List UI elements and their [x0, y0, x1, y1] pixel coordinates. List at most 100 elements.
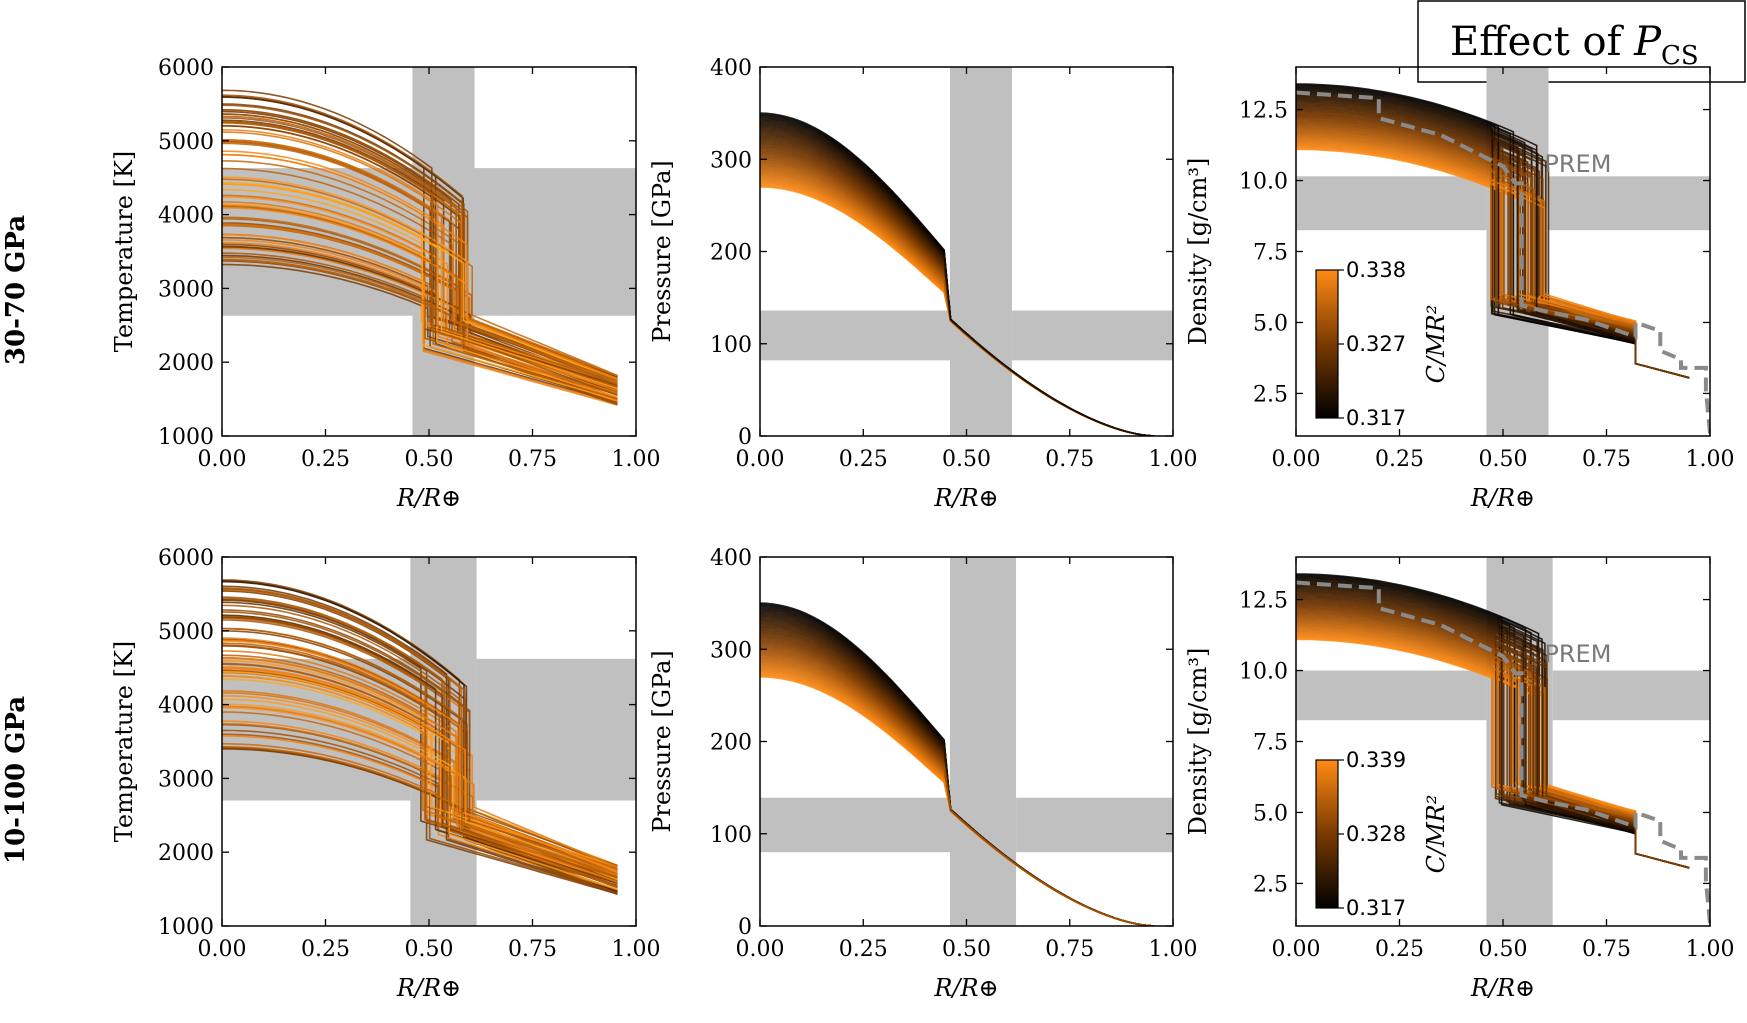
y-tick-label: 300	[710, 638, 752, 663]
density-curve	[1296, 600, 1690, 869]
temperature-curve	[222, 666, 618, 873]
temperature-curve	[222, 256, 618, 400]
colorbar-label: C/MR²	[1422, 795, 1450, 874]
x-tick-label: 0.00	[736, 447, 785, 472]
x-tick-label: 0.75	[1582, 937, 1631, 962]
density-curve	[1296, 113, 1690, 379]
density-curve	[1296, 95, 1690, 379]
density-curve	[1296, 596, 1690, 869]
density-curve	[1296, 145, 1690, 379]
density-curve	[1296, 140, 1690, 379]
density-curve	[1296, 632, 1690, 869]
x-tick-label: 0.25	[839, 447, 888, 472]
density-curve	[1296, 99, 1690, 379]
y-tick-label: 100	[710, 823, 752, 848]
temperature-curve	[222, 115, 618, 382]
temperature-curve	[222, 597, 618, 878]
density-curve	[1296, 85, 1690, 379]
temperature-curve	[222, 585, 618, 895]
density-curve	[1296, 106, 1690, 379]
density-curve	[1296, 129, 1690, 379]
density-curve	[1296, 595, 1690, 869]
density-curve	[1296, 626, 1690, 869]
density-curve	[1296, 134, 1690, 379]
y-tick-label: 4000	[158, 204, 214, 229]
prem-line	[1296, 90, 1710, 434]
temperature-curve	[222, 109, 618, 386]
x-tick-label: 0.50	[1479, 447, 1528, 472]
shade-band-horizontal-right	[1011, 310, 1173, 361]
model-curves	[760, 112, 1155, 436]
density-curve	[1296, 579, 1690, 869]
temperature-curve	[222, 599, 618, 895]
prem-label: PREM	[1544, 640, 1611, 668]
shade-band-horizontal-right	[476, 658, 636, 801]
model-curves	[760, 602, 1155, 926]
density-curve	[1296, 130, 1690, 379]
density-curve	[1296, 621, 1690, 869]
temperature-curve	[222, 153, 618, 380]
temperature-curve	[222, 242, 618, 406]
temperature-curve	[222, 183, 618, 390]
y-axis-label: Pressure [GPa]	[648, 160, 676, 343]
colorbar-tick-label: 0.317	[1346, 406, 1406, 430]
x-axis-label: R/R⊕	[933, 484, 998, 512]
y-tick-label: 400	[710, 56, 752, 81]
temperature-curve	[222, 614, 618, 887]
density-curve	[1296, 125, 1690, 379]
x-tick-label: 1.00	[1686, 937, 1735, 962]
x-axis-label: R/R⊕	[396, 484, 461, 512]
y-axis-label: Density [g/cm³]	[1184, 648, 1212, 836]
density-curve	[1296, 631, 1690, 869]
x-tick-label: 0.25	[839, 937, 888, 962]
y-axis-label: Density [g/cm³]	[1184, 158, 1212, 346]
temperature-curve	[222, 588, 618, 867]
density-curve	[1296, 140, 1690, 379]
density-curve	[1296, 590, 1690, 869]
density-curve	[1296, 606, 1690, 869]
shade-band-horizontal-right	[474, 168, 636, 316]
y-tick-label: 6000	[158, 546, 214, 571]
y-tick-label: 200	[710, 241, 752, 266]
x-tick-label: 1.00	[1149, 447, 1198, 472]
temperature-curve	[222, 743, 618, 876]
x-tick-label: 0.75	[1045, 447, 1094, 472]
density-curve	[1296, 100, 1690, 379]
temperature-curve	[222, 675, 618, 868]
panel-density-bottom: PREM 0.00 0.25 0.50 0.75 1.00 R/R⊕ 2.5 5.0 7.5 10.…	[1184, 556, 1735, 1002]
density-curve	[1296, 577, 1690, 869]
panel-temperature-bottom: 0.00 0.25 0.50 0.75 1.00 R/R⊕ 1000 2000 3000 4000…	[110, 546, 660, 1002]
x-tick-label: 0.75	[508, 937, 557, 962]
density-curve	[1296, 583, 1690, 869]
density-curve	[1296, 636, 1690, 869]
shade-band-horizontal-right	[1016, 797, 1173, 853]
shade-band-horizontal-left	[1296, 670, 1487, 721]
model-curves	[222, 89, 618, 406]
x-tick-label: 0.25	[301, 447, 350, 472]
x-axis-label: R/R⊕	[933, 974, 998, 1002]
y-tick-label: 2000	[158, 841, 214, 866]
x-axis-label: R/R⊕	[1470, 974, 1535, 1002]
figure-title-box: Effect of PCS	[1417, 0, 1746, 83]
density-curve	[1296, 615, 1690, 869]
density-curve	[1296, 599, 1690, 869]
y-tick-label: 5000	[158, 130, 214, 155]
x-tick-label: 0.00	[1272, 447, 1321, 472]
y-tick-label: 6000	[158, 56, 214, 81]
density-curve	[1296, 132, 1690, 379]
colorbar-tick-label: 0.338	[1346, 258, 1406, 282]
temperature-curve	[222, 252, 618, 396]
density-curve	[1296, 574, 1690, 869]
y-tick-label: 1000	[158, 425, 214, 450]
shade-band-horizontal-left	[760, 797, 950, 853]
y-tick-label: 2.5	[1253, 382, 1288, 407]
prem-label: PREM	[1544, 150, 1611, 178]
colorbar-tick-label: 0.328	[1346, 822, 1406, 846]
density-curve	[1296, 593, 1690, 869]
density-curve	[1296, 627, 1690, 869]
x-tick-label: 1.00	[1686, 447, 1735, 472]
density-curve	[1296, 605, 1690, 869]
temperature-curve	[222, 131, 618, 399]
density-curve	[1296, 597, 1690, 869]
